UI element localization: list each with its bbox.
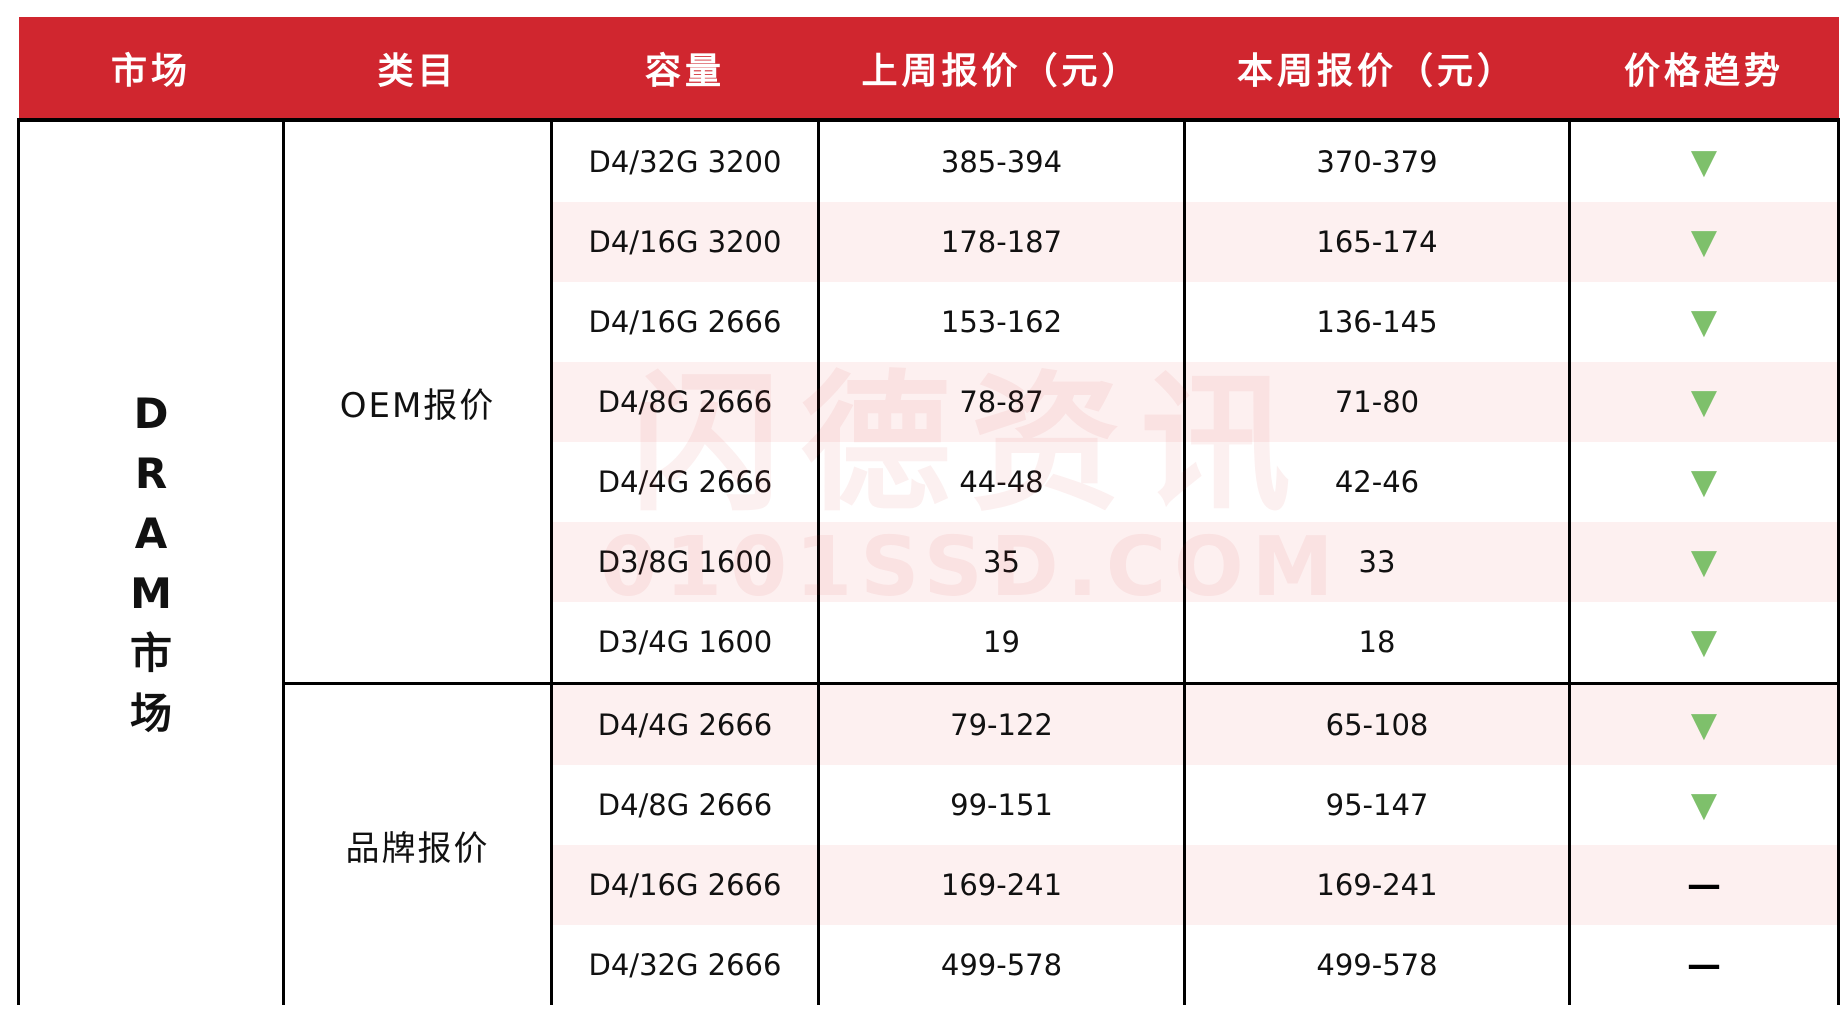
trend: ▼ [1568, 602, 1840, 684]
trend: ▼ [1568, 362, 1840, 442]
this-week-price: 42-46 [1183, 442, 1571, 522]
capacity: D4/16G 2666 [550, 282, 820, 362]
header-cell: 市场 [18, 17, 284, 122]
price-table: 市场 类目 容量 上周报价（元） 本周报价（元） 价格趋势 DRAM市场 OEM报价 D4/3… [17, 17, 1840, 1005]
category-cell: OEM报价 [282, 120, 553, 684]
last-week-price: 35 [817, 522, 1186, 602]
header-cell: 容量 [551, 17, 819, 122]
capacity: D4/8G 2666 [550, 765, 820, 845]
last-week-price: 44-48 [817, 442, 1186, 522]
trend: ▼ [1568, 120, 1840, 202]
capacity: D4/16G 2666 [550, 845, 820, 925]
this-week-price: 499-578 [1183, 925, 1571, 1005]
trend: ▼ [1568, 202, 1840, 282]
this-week-price: 18 [1183, 602, 1571, 684]
capacity: D4/32G 3200 [550, 120, 820, 202]
capacity: D4/4G 2666 [550, 682, 820, 765]
table-row: D4/4G 2666 44-48 42-46 ▼ [19, 442, 1840, 522]
table-row: D3/8G 1600 35 33 ▼ [19, 522, 1840, 602]
last-week-price: 169-241 [817, 845, 1186, 925]
market-label: DRAM市场 [130, 388, 173, 738]
last-week-price: 78-87 [817, 362, 1186, 442]
this-week-price: 169-241 [1183, 845, 1571, 925]
trend: — [1568, 925, 1840, 1005]
last-week-price: 385-394 [817, 120, 1186, 202]
table-row: 品牌报价 D4/4G 2666 79-122 65-108 ▼ [19, 682, 1840, 1005]
capacity: D3/4G 1600 [550, 602, 820, 684]
trend: ▼ [1568, 522, 1840, 602]
last-week-price: 79-122 [817, 682, 1186, 765]
this-week-price: 33 [1183, 522, 1571, 602]
header-cell: 本周报价（元） [1184, 17, 1570, 122]
this-week-price: 95-147 [1183, 765, 1571, 845]
capacity: D3/8G 1600 [550, 522, 820, 602]
capacity: D4/32G 2666 [550, 925, 820, 1005]
this-week-price: 165-174 [1183, 202, 1571, 282]
market-cell: DRAM市场 [17, 120, 285, 1005]
table-row: D4/8G 2666 78-87 71-80 ▼ [19, 362, 1840, 442]
capacity: D4/8G 2666 [550, 362, 820, 442]
trend: ▼ [1568, 282, 1840, 362]
table-row: D4/16G 3200 178-187 165-174 ▼ [19, 202, 1840, 282]
table-row: D3/4G 1600 19 18 ▼ [19, 602, 1840, 684]
category-cell: 品牌报价 [282, 682, 553, 1005]
header-cell: 类目 [283, 17, 552, 122]
this-week-price: 136-145 [1183, 282, 1571, 362]
table-body: DRAM市场 OEM报价 D4/32G 3200 385-394 370-379 ▼ D4/… [17, 120, 1840, 1005]
table-row: D4/16G 2666 153-162 136-145 ▼ [19, 282, 1840, 362]
header-row: 市场 类目 容量 上周报价（元） 本周报价（元） 价格趋势 [18, 17, 1839, 122]
table-row: D4/8G 2666 99-151 95-147 ▼ [19, 765, 1840, 845]
trend: ▼ [1568, 442, 1840, 522]
table-row: DRAM市场 OEM报价 D4/32G 3200 385-394 370-379 ▼ [17, 120, 1840, 1005]
last-week-price: 499-578 [817, 925, 1186, 1005]
capacity: D4/4G 2666 [550, 442, 820, 522]
this-week-price: 65-108 [1183, 682, 1571, 765]
last-week-price: 19 [817, 602, 1186, 684]
last-week-price: 99-151 [817, 765, 1186, 845]
trend: ▼ [1568, 682, 1840, 765]
this-week-price: 71-80 [1183, 362, 1571, 442]
header-cell: 价格趋势 [1569, 17, 1839, 122]
last-week-price: 153-162 [817, 282, 1186, 362]
trend: ▼ [1568, 765, 1840, 845]
last-week-price: 178-187 [817, 202, 1186, 282]
header-cell: 上周报价（元） [818, 17, 1185, 122]
table-row: D4/32G 2666 499-578 499-578— [19, 925, 1840, 1005]
capacity: D4/16G 3200 [550, 202, 820, 282]
this-week-price: 370-379 [1183, 120, 1571, 202]
trend: — [1568, 845, 1840, 925]
table-row: D4/16G 2666 169-241 169-241— [19, 845, 1840, 925]
